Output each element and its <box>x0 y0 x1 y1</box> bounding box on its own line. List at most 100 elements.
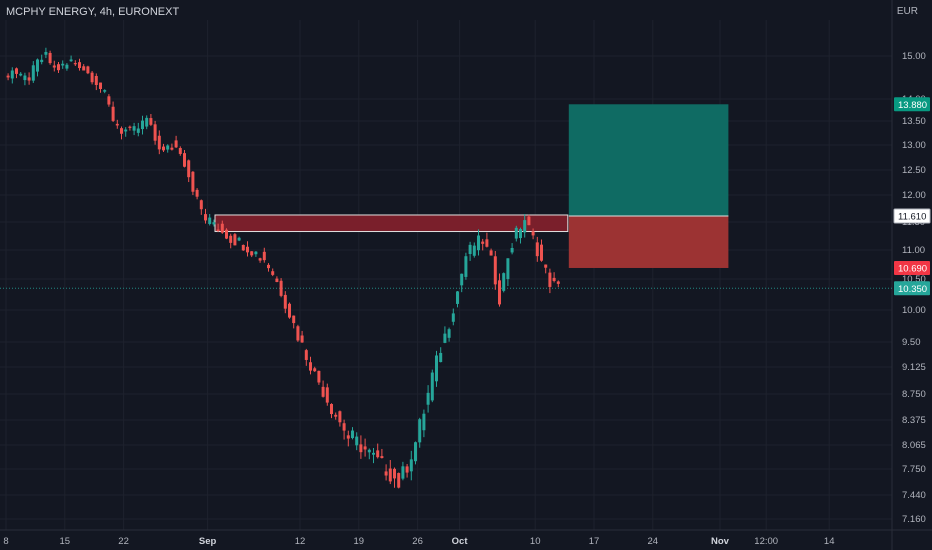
candle <box>187 160 191 178</box>
candle <box>271 271 275 275</box>
candle <box>338 411 342 423</box>
candle <box>27 77 31 81</box>
candle <box>363 446 367 450</box>
candle <box>409 459 413 472</box>
candle <box>178 148 182 154</box>
candle <box>493 256 497 285</box>
candle <box>527 216 531 226</box>
candle <box>78 62 81 69</box>
price-tick-label: 13.00 <box>902 140 926 151</box>
candle <box>514 227 518 239</box>
candle <box>498 280 501 305</box>
candle <box>233 234 237 246</box>
candle <box>388 468 392 482</box>
candle <box>535 242 539 257</box>
candle <box>237 237 241 241</box>
candle <box>57 64 60 71</box>
candle <box>477 235 480 251</box>
candle <box>393 468 396 479</box>
time-tick-label: Nov <box>711 536 730 547</box>
candle <box>145 117 149 127</box>
candle <box>292 315 296 324</box>
candle <box>376 450 380 458</box>
candle <box>317 370 321 383</box>
candle <box>246 246 249 253</box>
candle <box>325 387 329 403</box>
time-tick-label: Sep <box>199 536 217 547</box>
time-tick-label: 12 <box>295 536 306 547</box>
candle <box>262 251 266 261</box>
candle <box>380 456 384 459</box>
candle <box>19 73 23 76</box>
candle <box>451 313 455 322</box>
candle <box>405 466 409 473</box>
price-badge-loss <box>894 260 930 275</box>
candle <box>90 72 94 83</box>
candle <box>99 82 102 90</box>
candle <box>23 75 27 81</box>
candle <box>15 68 18 74</box>
candle <box>283 294 287 309</box>
candle <box>111 106 115 121</box>
time-tick-label: 26 <box>412 536 423 547</box>
candle <box>86 66 90 74</box>
candle <box>241 244 245 251</box>
candle <box>384 471 388 476</box>
candle <box>229 235 233 243</box>
price-tick-label: 9.50 <box>902 337 921 348</box>
candle <box>212 222 216 225</box>
candle <box>489 250 493 256</box>
price-tick-label: 9.125 <box>902 362 926 373</box>
candle <box>120 128 123 134</box>
candle <box>456 291 459 304</box>
time-tick-label: 22 <box>118 536 129 547</box>
candle <box>460 273 464 286</box>
candle <box>472 245 476 256</box>
candle <box>330 404 333 415</box>
candle <box>464 256 468 277</box>
price-tick-label: 7.750 <box>902 464 926 475</box>
candle <box>225 229 228 239</box>
price-badge-label: 10.690 <box>898 263 927 274</box>
candle <box>346 435 350 439</box>
candle <box>414 442 417 462</box>
candle <box>183 153 186 167</box>
price-badge-label: 13.880 <box>898 100 927 111</box>
time-tick-label: 10 <box>530 536 541 547</box>
candle <box>191 171 195 192</box>
candle <box>153 124 157 141</box>
candle <box>267 264 270 269</box>
candle <box>216 229 220 231</box>
candle <box>309 362 312 371</box>
candle <box>397 473 401 488</box>
candle <box>82 66 86 71</box>
time-tick-label: 14 <box>824 536 835 547</box>
candle <box>48 52 52 64</box>
candle <box>149 118 153 125</box>
candle <box>52 65 56 68</box>
candle <box>170 147 174 150</box>
candle <box>254 251 258 255</box>
candle <box>443 333 447 343</box>
price-tick-label: 8.375 <box>902 415 926 426</box>
candle <box>523 220 527 233</box>
candle <box>107 96 111 105</box>
candle <box>128 126 132 128</box>
price-tick-label: 7.160 <box>902 514 926 525</box>
candle <box>304 350 308 360</box>
candle <box>481 241 485 244</box>
candle <box>73 63 77 65</box>
candle <box>519 229 522 239</box>
candle <box>485 239 489 247</box>
candle <box>204 214 207 221</box>
candle <box>6 75 10 78</box>
price-tick-label: 8.065 <box>902 440 926 451</box>
time-tick-label: 8 <box>3 536 8 547</box>
candle <box>65 64 69 69</box>
candle <box>115 123 119 126</box>
candle <box>556 281 560 284</box>
candle <box>430 372 434 401</box>
time-tick-label: 12:00 <box>754 536 778 547</box>
candle <box>61 63 65 66</box>
